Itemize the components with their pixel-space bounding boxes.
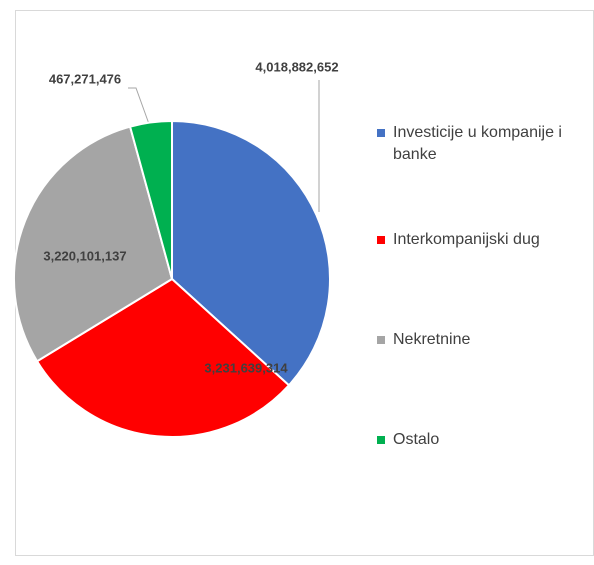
legend-label: Nekretnine xyxy=(393,331,471,348)
legend-label: Ostalo xyxy=(393,431,440,448)
pie-slice xyxy=(35,277,291,438)
legend-entry: Interkompanijski dug xyxy=(377,229,587,251)
pie-slice xyxy=(128,119,173,280)
legend-label: Interkompanijski dug xyxy=(393,231,540,248)
legend-entry: Investicije u kompanije i banke xyxy=(377,122,587,166)
data-label: 3,220,101,137 xyxy=(43,248,126,263)
leader-line xyxy=(128,87,150,125)
pie-slice xyxy=(13,125,174,363)
legend-swatch xyxy=(377,336,385,344)
data-label: 3,231,639,314 xyxy=(204,360,288,375)
pie-slice xyxy=(171,119,331,387)
legend-swatch xyxy=(377,436,385,444)
legend-swatch xyxy=(377,236,385,244)
data-label: 467,271,476 xyxy=(49,71,121,86)
legend-entry: Ostalo xyxy=(377,429,587,451)
legend-entry: Nekretnine xyxy=(377,329,587,351)
legend-swatch xyxy=(377,129,385,137)
data-label: 4,018,882,652 xyxy=(255,59,338,74)
legend-label: Investicije u kompanije i banke xyxy=(393,124,562,163)
